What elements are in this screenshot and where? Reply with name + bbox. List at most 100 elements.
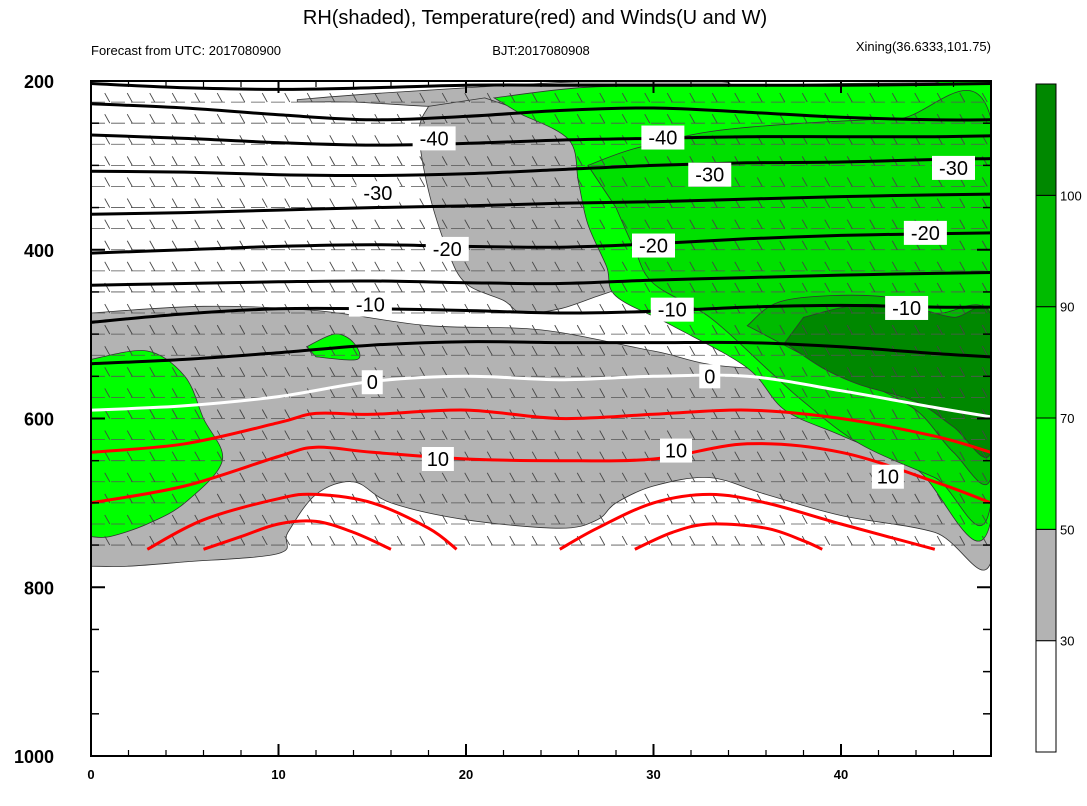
wind-barb [734, 472, 741, 482]
wind-barb [869, 177, 876, 187]
wind-barb [374, 219, 381, 229]
wind-barb [621, 261, 628, 272]
wind-barb [239, 514, 246, 525]
wind-barb [869, 324, 876, 335]
wind-barb [936, 493, 943, 504]
contour-label-bg [660, 438, 692, 463]
wind-barb [126, 324, 133, 335]
wind-barb [441, 156, 448, 166]
x-tick-label: 20 [459, 767, 473, 782]
wind-barb [149, 367, 156, 377]
wind-barb [756, 240, 763, 250]
wind-barb [374, 493, 381, 504]
wind-barb [126, 346, 133, 356]
wind-barb [531, 346, 538, 356]
wind-barb [801, 156, 808, 166]
wind-barb [329, 156, 336, 166]
wind-barb [981, 535, 988, 546]
wind-barb [756, 219, 763, 229]
chart-title: RH(shaded), Temperature(red) and Winds(U… [303, 7, 767, 29]
wind-barb [959, 472, 966, 482]
wind-barb [689, 430, 696, 440]
wind-barb [149, 535, 156, 546]
wind-barb [216, 409, 223, 419]
wind-barb [824, 240, 831, 250]
wind-barb [936, 92, 943, 103]
wind-barb [126, 219, 133, 229]
wind-barb [734, 261, 741, 272]
wind-barb [621, 177, 628, 187]
temp-contour-line [91, 133, 991, 147]
contour-label: -40 [648, 128, 677, 150]
wind-barb [531, 514, 538, 525]
wind-barb [306, 92, 313, 103]
wind-barb [621, 472, 628, 482]
wind-barb [779, 514, 786, 525]
temp-contour-line [91, 192, 991, 216]
wind-barb [756, 430, 763, 440]
wind-barb [869, 430, 876, 440]
wind-barb [801, 346, 808, 356]
wind-barb [756, 535, 763, 546]
colorbar-label: 30 [1060, 634, 1074, 649]
wind-barb [464, 430, 471, 440]
wind-barb [846, 240, 853, 250]
colorbar-segment [1035, 306, 1057, 419]
wind-barb [779, 261, 786, 272]
wind-barb [329, 430, 336, 440]
wind-barb [666, 282, 673, 293]
wind-barb [104, 535, 111, 546]
wind-barb [486, 92, 493, 103]
wind-barb [194, 430, 201, 440]
wind-barb [599, 282, 606, 293]
wind-barb [284, 535, 291, 546]
wind-barb [554, 388, 561, 398]
wind-barb [509, 514, 516, 525]
colorbar-label: 90 [1060, 300, 1074, 315]
wind-barb [396, 535, 403, 546]
wind-barb [216, 177, 223, 187]
wind-barb [554, 451, 561, 461]
wind-barb [351, 430, 358, 440]
wind-barb [644, 346, 651, 356]
wind-barb [914, 493, 921, 504]
wind-barb [284, 92, 291, 103]
wind-barb [644, 219, 651, 229]
wind-barb [824, 92, 831, 103]
wind-barb [554, 430, 561, 440]
wind-barb [824, 282, 831, 293]
wind-barb [194, 388, 201, 398]
wind-barb [509, 156, 516, 166]
wind-barb [666, 219, 673, 229]
contour-label: -10 [658, 300, 687, 322]
wind-barb [689, 324, 696, 335]
wind-barb [171, 367, 178, 377]
wind-barb [779, 367, 786, 377]
wind-barb [689, 282, 696, 293]
wind-barb [981, 367, 988, 377]
wind-barb [599, 472, 606, 482]
wind-barb [149, 240, 156, 250]
wind-barb [959, 261, 966, 272]
wind-barb [846, 198, 853, 208]
wind-barb [126, 514, 133, 525]
wind-barb [576, 430, 583, 440]
wind-barb [104, 198, 111, 208]
wind-barb [914, 261, 921, 272]
wind-barb [216, 198, 223, 208]
wind-barb [351, 261, 358, 272]
wind-barb [936, 367, 943, 377]
wind-barb [891, 493, 898, 504]
wind-barb [869, 409, 876, 419]
wind-barb [396, 92, 403, 103]
wind-barb [104, 346, 111, 356]
wind-barb [194, 535, 201, 546]
wind-barb [756, 346, 763, 356]
wind-barb [644, 472, 651, 482]
wind-barb [981, 177, 988, 187]
wind-barb [846, 493, 853, 504]
wind-barb [599, 261, 606, 272]
wind-barb [824, 388, 831, 398]
wind-barb [104, 514, 111, 525]
